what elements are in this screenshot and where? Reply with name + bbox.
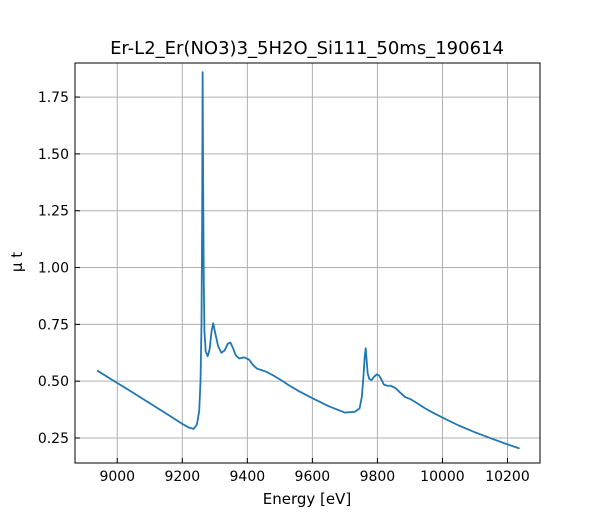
x-tick-label: 9000 bbox=[99, 469, 135, 485]
series-line bbox=[96, 71, 520, 450]
x-tick-label: 9800 bbox=[360, 469, 396, 485]
x-tick-label: 9400 bbox=[230, 469, 266, 485]
y-tick-label: 1.75 bbox=[38, 90, 69, 106]
axis-ticks bbox=[75, 96, 508, 463]
y-tick-label: 0.25 bbox=[38, 431, 69, 447]
x-axis-title: Energy [eV] bbox=[263, 490, 351, 508]
y-tick-label: 1.50 bbox=[38, 147, 69, 163]
x-tick-label: 9200 bbox=[164, 469, 200, 485]
y-tick-label: 0.50 bbox=[38, 374, 69, 390]
chart-title: Er-L2_Er(NO3)3_5H2O_Si111_50ms_190614 bbox=[110, 38, 504, 59]
tick-labels: 9000 9200 9400 9600 9800 10000 10200 0.25 0.50 0.… bbox=[38, 90, 530, 485]
y-tick-label: 1.25 bbox=[38, 204, 69, 220]
y-tick-label: 0.75 bbox=[38, 317, 69, 333]
grid bbox=[75, 63, 540, 463]
y-tick-label: 1.00 bbox=[38, 261, 69, 277]
x-tick-label: 10200 bbox=[485, 469, 530, 485]
x-tick-label: 9600 bbox=[295, 469, 331, 485]
x-tick-label: 10000 bbox=[420, 469, 465, 485]
series-layer bbox=[96, 71, 520, 450]
y-axis-title: μ t bbox=[8, 252, 26, 272]
plot-frame bbox=[74, 62, 541, 464]
